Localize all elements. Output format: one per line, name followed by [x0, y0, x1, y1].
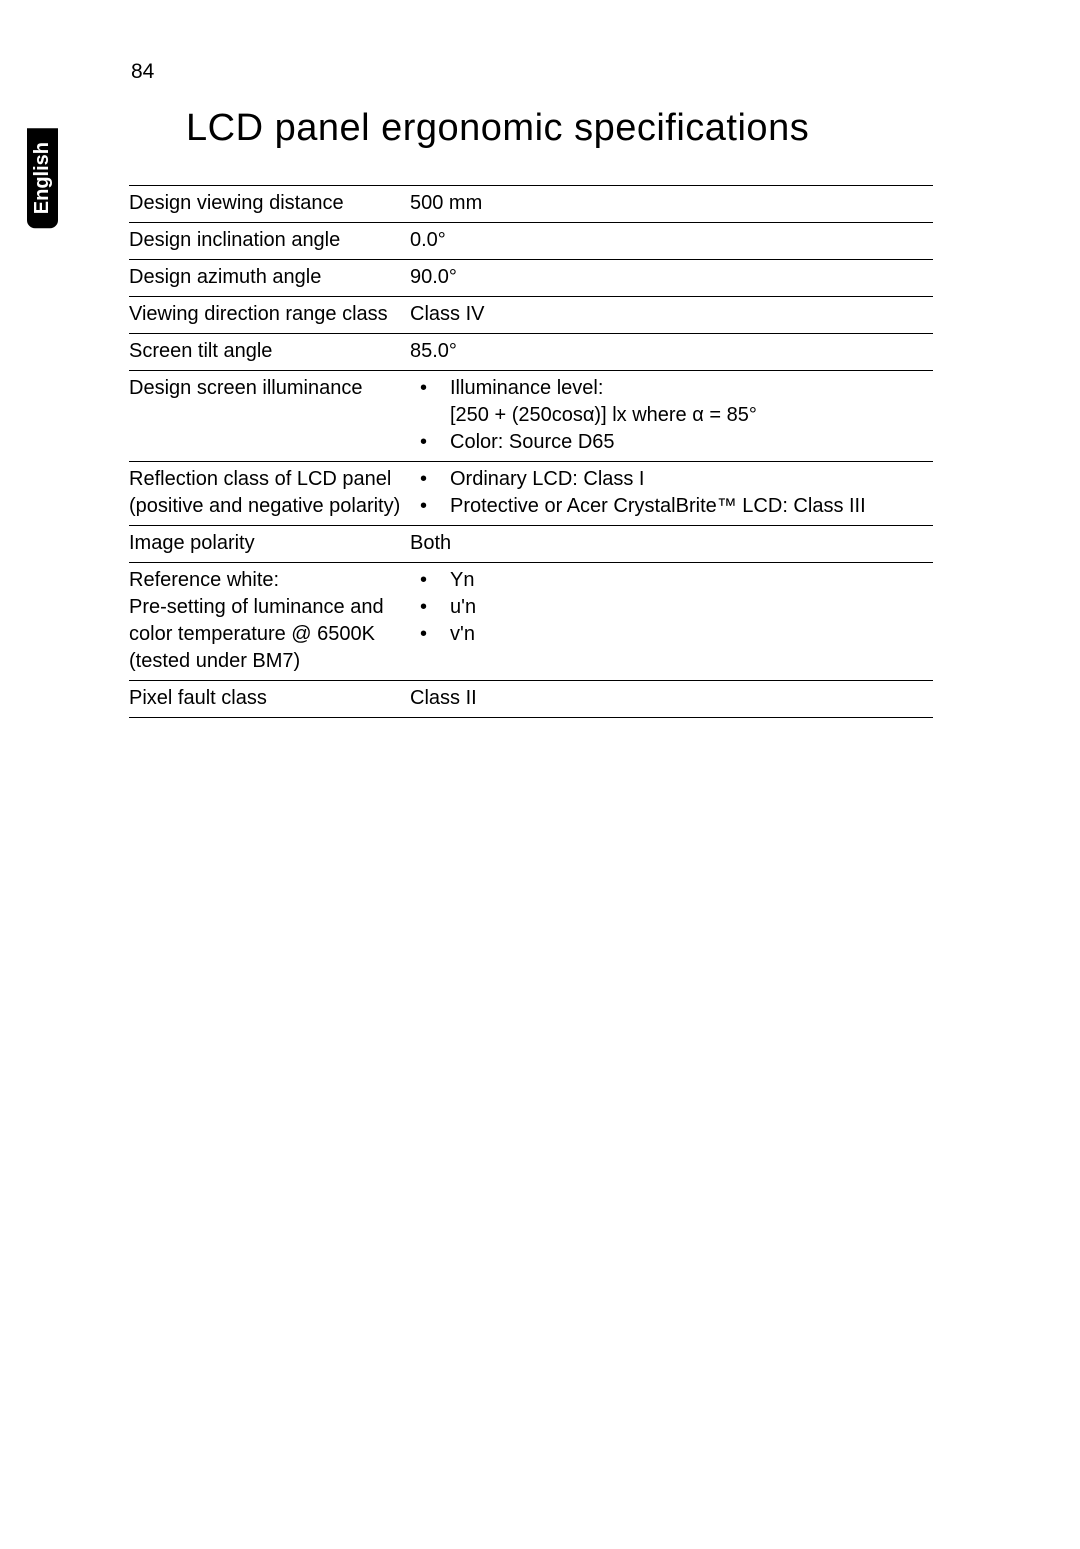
- row-label: Design screen illuminance: [129, 371, 410, 462]
- row-label: Design inclination angle: [129, 223, 410, 260]
- spec-table-body: Design viewing distance500 mmDesign incl…: [129, 186, 933, 718]
- table-row: Viewing direction range classClass IV: [129, 297, 933, 334]
- list-item: v'n: [410, 621, 933, 648]
- page-number: 84: [131, 60, 154, 84]
- row-label: Design azimuth angle: [129, 260, 410, 297]
- bullet-list: Ynu'nv'n: [410, 567, 933, 648]
- table-row: Design screen illuminanceIlluminance lev…: [129, 371, 933, 462]
- bullet-list: Ordinary LCD: Class IProtective or Acer …: [410, 466, 933, 520]
- row-value: Illuminance level:[250 + (250cosα)] lx w…: [410, 371, 933, 462]
- row-label: Design viewing distance: [129, 186, 410, 223]
- language-tab: English: [27, 128, 58, 228]
- list-item: u'n: [410, 594, 933, 621]
- spec-table: Design viewing distance500 mmDesign incl…: [129, 185, 933, 718]
- table-row: Image polarityBoth: [129, 526, 933, 563]
- row-value: 85.0°: [410, 334, 933, 371]
- table-row: Design inclination angle0.0°: [129, 223, 933, 260]
- row-label: Pixel fault class: [129, 681, 410, 718]
- list-item-sub: [250 + (250cosα)] lx where α = 85°: [410, 402, 933, 429]
- table-row: Reflection class of LCD panel (positive …: [129, 462, 933, 526]
- table-row: Design viewing distance500 mm: [129, 186, 933, 223]
- list-item: Illuminance level:: [410, 375, 933, 402]
- row-value: 500 mm: [410, 186, 933, 223]
- list-item: Protective or Acer CrystalBrite™ LCD: Cl…: [410, 493, 933, 520]
- page-title: LCD panel ergonomic specifications: [186, 107, 809, 150]
- row-label: Reference white:Pre-setting of luminance…: [129, 563, 410, 681]
- list-item: Color: Source D65: [410, 429, 933, 456]
- table-row: Reference white:Pre-setting of luminance…: [129, 563, 933, 681]
- row-value: Ordinary LCD: Class IProtective or Acer …: [410, 462, 933, 526]
- table-row: Screen tilt angle85.0°: [129, 334, 933, 371]
- bullet-list: Illuminance level:[250 + (250cosα)] lx w…: [410, 375, 933, 456]
- row-label: Reflection class of LCD panel (positive …: [129, 462, 410, 526]
- row-label: Viewing direction range class: [129, 297, 410, 334]
- list-item: Yn: [410, 567, 933, 594]
- row-label: Image polarity: [129, 526, 410, 563]
- list-item: Ordinary LCD: Class I: [410, 466, 933, 493]
- row-value: Ynu'nv'n: [410, 563, 933, 681]
- row-value: Both: [410, 526, 933, 563]
- row-value: 90.0°: [410, 260, 933, 297]
- row-value: Class II: [410, 681, 933, 718]
- row-value: 0.0°: [410, 223, 933, 260]
- table-row: Pixel fault classClass II: [129, 681, 933, 718]
- row-value: Class IV: [410, 297, 933, 334]
- table-row: Design azimuth angle90.0°: [129, 260, 933, 297]
- row-label: Screen tilt angle: [129, 334, 410, 371]
